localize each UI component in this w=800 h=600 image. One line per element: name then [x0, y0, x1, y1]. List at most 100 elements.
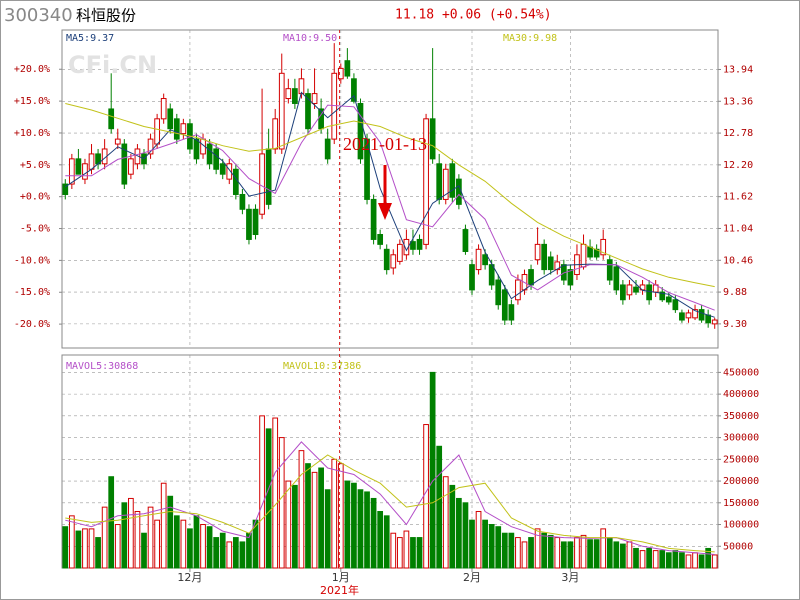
candle-body	[534, 243, 541, 261]
candle-body	[626, 284, 633, 296]
candle-body	[206, 143, 213, 165]
candle-body	[265, 148, 272, 205]
candle-body	[416, 238, 423, 250]
y2-tick-label: +15.0%	[14, 96, 50, 107]
candle-body	[337, 67, 344, 80]
volume-bar	[574, 537, 580, 569]
candle-body	[620, 284, 626, 301]
candle-body	[285, 88, 292, 100]
candle-body	[475, 248, 482, 271]
volume-bar	[593, 539, 600, 569]
volume-bar	[711, 554, 718, 569]
candle-body	[390, 254, 397, 269]
volume-bar	[501, 532, 508, 569]
year-label: 2021年	[320, 583, 359, 597]
candle-body	[121, 143, 128, 185]
volume-bar	[292, 484, 298, 569]
volume-bar	[482, 519, 488, 569]
y-tick-label: 400000	[723, 389, 759, 400]
volume-bar	[639, 550, 646, 569]
candle-body	[508, 304, 515, 321]
candle-body	[672, 299, 679, 311]
candle-body	[351, 78, 357, 102]
volume-bar	[692, 552, 698, 569]
volume-bar	[298, 450, 305, 569]
candle-body	[600, 238, 607, 256]
candle-body	[278, 72, 285, 150]
candle-body	[698, 309, 705, 321]
x-tick-label: 2月	[463, 571, 481, 584]
volume-bar	[370, 497, 377, 569]
legend-label: MAVOL10:37386	[283, 361, 361, 372]
y2-tick-label: +0.0%	[20, 192, 50, 203]
y2-tick-label: -20.0%	[14, 319, 50, 330]
volume-bar	[554, 537, 561, 569]
candle-body	[469, 264, 475, 291]
annotation-arrow-head	[378, 203, 392, 220]
y-tick-label: 12.78	[723, 128, 753, 139]
candle-body	[357, 102, 364, 160]
volume-bar	[515, 537, 521, 569]
candle-body	[344, 60, 351, 77]
volume-bar	[383, 515, 390, 569]
candle-body	[259, 153, 265, 215]
volume-bar	[232, 537, 239, 569]
volume-bar	[82, 528, 88, 569]
candle-body	[482, 254, 488, 266]
y2-tick-label: -5.0%	[20, 224, 50, 235]
candle-body	[108, 108, 115, 130]
volume-bar	[665, 552, 672, 569]
candle-body	[292, 88, 298, 104]
watermark: CFi.CN	[68, 51, 157, 79]
candle-body	[567, 269, 574, 286]
quote: 11.18 +0.06 (+0.54%)	[395, 8, 552, 23]
volume-bar	[331, 458, 338, 569]
volume-bar	[423, 424, 429, 569]
volume-bar	[469, 519, 475, 569]
candle-body	[226, 163, 233, 180]
volume-bar	[475, 510, 482, 569]
volume-bar	[587, 539, 593, 569]
volume-bar	[705, 547, 712, 569]
volume-bar	[560, 541, 567, 569]
y-tick-label: 10.46	[723, 255, 753, 266]
volume-bar	[410, 537, 416, 569]
volume-bar	[390, 532, 397, 569]
candle-body	[436, 163, 443, 200]
candle-body	[180, 123, 187, 135]
ma-line	[65, 103, 715, 288]
y-tick-label: 9.88	[723, 287, 747, 298]
candle-body	[711, 319, 718, 325]
volume-bar	[534, 528, 541, 569]
volume-bar	[173, 515, 180, 569]
volume-bar	[75, 530, 82, 569]
x-tick-label: 3月	[561, 571, 579, 584]
volume-bar	[606, 537, 613, 569]
volume-bar	[285, 480, 292, 569]
volume-bar	[403, 530, 410, 569]
candle-body	[547, 256, 554, 271]
candle-body	[82, 163, 88, 180]
candle-body	[587, 246, 593, 258]
stock-code: 300340	[4, 5, 73, 26]
volume-bar	[108, 476, 115, 569]
legend-label: MAVOL5:30868	[66, 361, 138, 372]
volume-bar	[311, 471, 318, 569]
candle-body	[173, 118, 180, 140]
y-tick-label: 350000	[723, 411, 759, 422]
ma-line	[65, 104, 715, 311]
volume-bar	[344, 480, 351, 569]
stock-name: 科恒股份	[76, 7, 136, 25]
volume-bar	[337, 463, 344, 569]
volume-bar	[508, 532, 515, 569]
y2-tick-label: -10.0%	[14, 255, 50, 266]
volume-bar	[259, 415, 265, 569]
x-tick-label: 1月	[332, 571, 350, 584]
y-tick-label: 11.04	[723, 223, 753, 234]
candle-body	[364, 138, 370, 200]
volume-bar	[68, 515, 75, 569]
candle-body	[239, 193, 246, 210]
legend-label: MA5:9.37	[66, 33, 114, 44]
volume-bar	[442, 476, 449, 569]
